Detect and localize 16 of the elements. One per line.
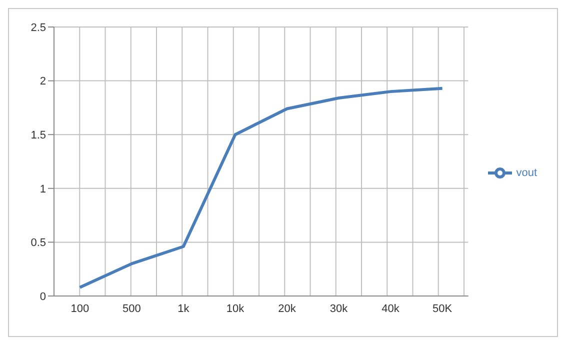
x-tick-label: 50K [432,302,453,315]
x-tick-label: 1k [178,302,190,315]
x-tick-label: 500 [122,302,141,315]
y-tick-label: 0.5 [30,237,46,250]
line-series [78,86,444,289]
x-tick-label: 40k [382,302,400,315]
y-tick-label: 1 [40,183,46,196]
legend-label: vout [516,166,537,178]
y-tick-label: 2.5 [30,22,46,34]
x-tick-label: 100 [70,302,90,315]
x-tick-label: 30k [330,302,348,315]
y-tick-label: 2 [40,76,46,88]
y-tick-label: 0 [40,290,46,303]
x-tick-label: 20k [278,302,296,315]
x-tick-label: 10k [226,302,245,315]
y-tick-label: 1.5 [30,130,46,142]
